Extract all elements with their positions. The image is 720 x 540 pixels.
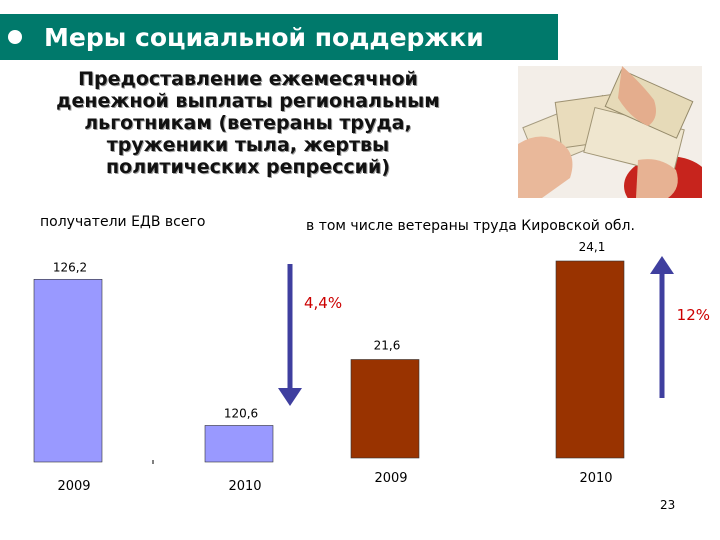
data-label-1-2009: 126,2 bbox=[53, 260, 87, 274]
category-label-2-2009: 2009 bbox=[374, 471, 407, 486]
bullet-icon bbox=[8, 30, 22, 44]
data-label-2-2010: 24,1 bbox=[579, 240, 606, 254]
change-label-2: 12% bbox=[677, 306, 710, 324]
bar-2-2010 bbox=[555, 260, 625, 459]
change-label-1: 4,4% bbox=[304, 294, 342, 312]
subtitle-line: труженики тыла, жертвы bbox=[106, 134, 390, 156]
category-label-2-2010: 2010 bbox=[579, 471, 612, 486]
slide-subtitle: Предоставление ежемесячной денежной выпл… bbox=[8, 68, 488, 178]
subtitle-line: политических репрессий) bbox=[106, 156, 390, 178]
data-label-1-2010: 120,6 bbox=[224, 406, 258, 420]
category-label-1-2009: 2009 bbox=[57, 479, 90, 494]
arrow-down-head bbox=[278, 388, 302, 406]
subtitle-line: льготникам (ветераны труда, bbox=[84, 112, 412, 134]
arrow-up-head bbox=[650, 256, 674, 274]
title-bar: Меры социальной поддержки bbox=[0, 14, 558, 60]
data-label-2-2009: 21,6 bbox=[374, 339, 401, 353]
bar-1-2010 bbox=[204, 425, 274, 463]
slide-title: Меры социальной поддержки bbox=[44, 22, 484, 52]
bar-2-2009 bbox=[350, 359, 420, 459]
category-label-1-2010: 2010 bbox=[228, 479, 261, 494]
bar-1-2009 bbox=[33, 278, 103, 463]
subtitle-line: Предоставление ежемесячной bbox=[78, 68, 418, 90]
page-number: 23 bbox=[660, 498, 676, 512]
subtitle-line: денежной выплаты региональным bbox=[56, 90, 440, 112]
group-label-labor-veterans: в том числе ветераны труда Кировской обл… bbox=[306, 218, 635, 234]
money-in-hands-photo bbox=[518, 66, 702, 198]
group-label-all-recipients: получатели ЕДВ всего bbox=[40, 214, 206, 230]
